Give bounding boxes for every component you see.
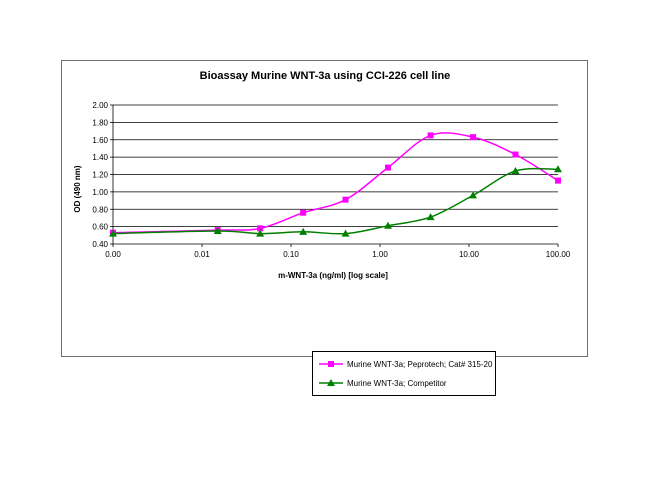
series-line-peprotech (112, 132, 559, 234)
series-line-competitor (112, 167, 559, 235)
legend-square-marker-icon (319, 361, 343, 367)
y-axis-label: OD (490 nm) (73, 165, 82, 212)
x-tick-label: 0.00 (105, 250, 121, 259)
x-axis-label: m-WNT-3a (ng/ml) [log scale] (278, 271, 388, 280)
y-tick-label: 1.40 (92, 153, 108, 162)
axes (110, 104, 559, 247)
x-tick-labels: 0.00 0.01 0.10 1.00 10.00 100.00 (105, 250, 571, 259)
y-tick-label: 2.00 (92, 101, 108, 110)
x-tick-label: 10.00 (459, 250, 480, 259)
y-tick-label: 1.60 (92, 136, 108, 145)
data-point-square (555, 177, 561, 184)
data-point-square (385, 164, 392, 171)
x-tick-label: 0.10 (283, 250, 299, 259)
data-point-triangle (299, 227, 308, 235)
series-lines (109, 132, 562, 237)
data-point-triangle (213, 226, 222, 234)
data-point-square (512, 151, 519, 158)
data-point-square (257, 225, 264, 232)
chart-plot: Bioassay Murine WNT-3a using CCI-226 cel… (73, 70, 571, 280)
legend-item-competitor: Murine WNT-3a; Competitor (319, 377, 447, 389)
data-point-square (300, 209, 307, 216)
legend: Murine WNT-3a; Peprotech; Cat# 315-20 Mu… (312, 351, 496, 396)
legend-label-competitor: Murine WNT-3a; Competitor (347, 378, 447, 388)
legend-item-peprotech: Murine WNT-3a; Peprotech; Cat# 315-20 (319, 358, 492, 370)
data-point-triangle (426, 213, 435, 221)
data-point-triangle (384, 221, 393, 229)
y-tick-label: 0.60 (92, 223, 108, 232)
y-tick-label: 0.40 (92, 240, 108, 249)
gridlines (113, 104, 558, 228)
data-point-square (470, 134, 477, 141)
data-point-triangle (469, 191, 478, 199)
y-tick-labels: 0.40 0.60 0.80 1.00 1.20 1.40 1.60 1.80 2.00 (92, 101, 108, 249)
x-tick-label: 100.00 (546, 250, 571, 259)
chart-title: Bioassay Murine WNT-3a using CCI-226 cel… (200, 70, 451, 82)
data-point-square (342, 196, 349, 203)
data-point-triangle (511, 167, 520, 175)
legend-triangle-marker-icon (319, 379, 343, 386)
data-point-triangle (554, 165, 562, 173)
data-point-triangle (109, 229, 117, 237)
data-point-triangle (256, 229, 265, 237)
y-tick-label: 1.80 (92, 118, 108, 127)
y-tick-label: 1.20 (92, 171, 108, 180)
data-point-square (427, 132, 434, 139)
x-tick-label: 0.01 (194, 250, 210, 259)
y-tick-label: 1.00 (92, 188, 108, 197)
x-tick-label: 1.00 (372, 250, 388, 259)
data-point-triangle (341, 229, 350, 237)
y-tick-label: 0.80 (92, 205, 108, 214)
chart-frame: Bioassay Murine WNT-3a using CCI-226 cel… (61, 60, 588, 396)
legend-label-peprotech: Murine WNT-3a; Peprotech; Cat# 315-20 (347, 359, 493, 369)
